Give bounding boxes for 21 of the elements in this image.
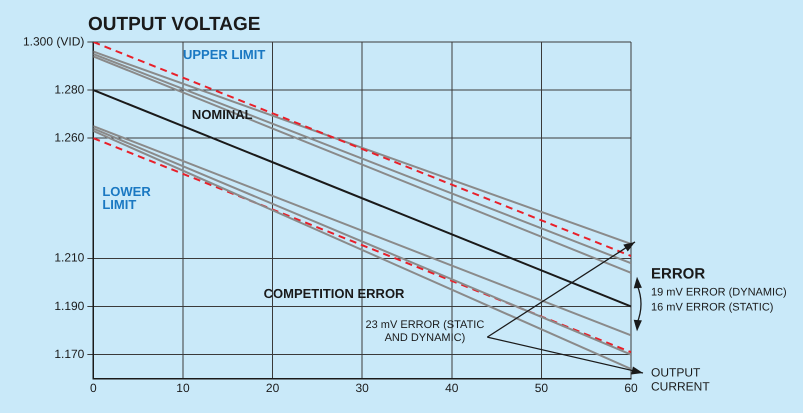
x-axis-title: OUTPUT CURRENT (651, 366, 710, 394)
x-tick-label: 50 (534, 381, 548, 396)
annotation: UPPER LIMIT (182, 46, 266, 62)
y-tick-label: 1.260 (54, 130, 85, 144)
text: 19 mV ERROR (DYNAMIC) (651, 286, 787, 298)
chart-title: OUTPUT VOLTAGE (88, 14, 260, 35)
x-tick-label: 0 (90, 381, 98, 396)
text: 16 mV ERROR (STATIC) (651, 301, 774, 314)
y-tick-label: 1.300 (VID) (23, 34, 84, 48)
annotation: LOWER LIMIT (102, 184, 152, 212)
x-tick-label: 20 (266, 381, 280, 396)
y-tick-label: 1.280 (54, 82, 85, 96)
x-tick-label: 10 (176, 381, 190, 396)
y-tick-label: 1.190 (54, 298, 85, 313)
y-tick-label: 1.170 (54, 346, 85, 361)
y-tick-label: 1.210 (54, 250, 85, 265)
x-tick-label: 30 (356, 381, 370, 396)
text: ERROR (651, 265, 706, 282)
annotation: NOMINAL (192, 106, 253, 122)
x-tick-label: 40 (445, 381, 459, 396)
x-tick-label: 60 (624, 381, 638, 396)
